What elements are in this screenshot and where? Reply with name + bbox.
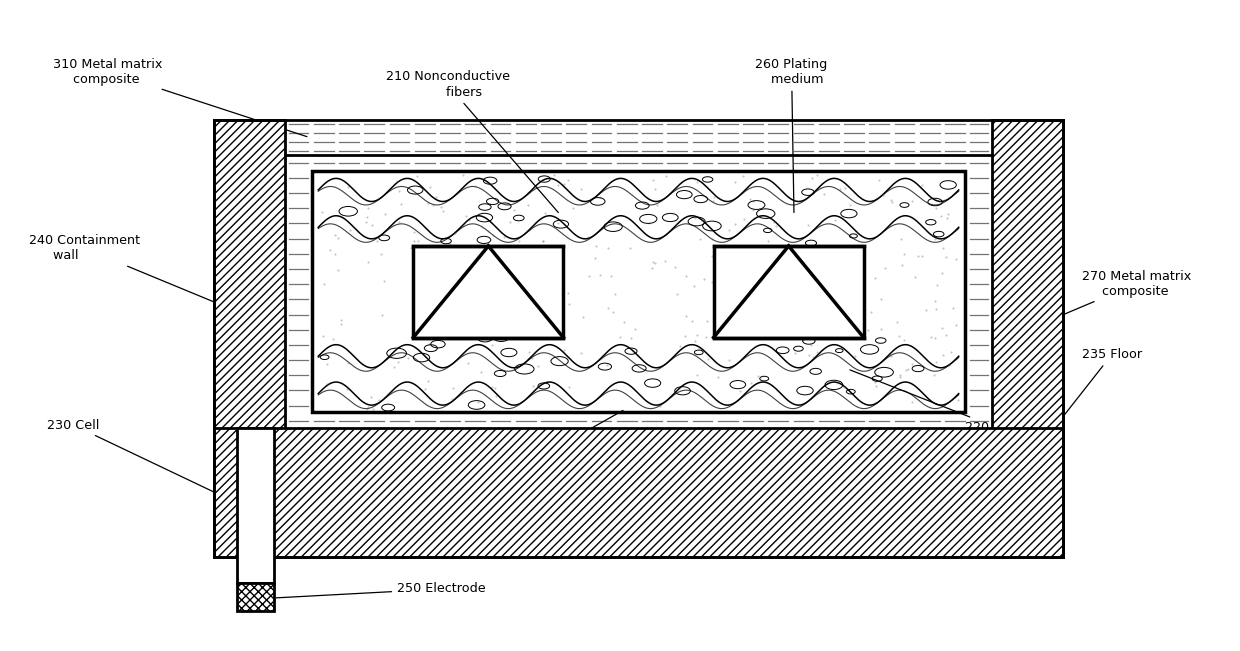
Text: 240 Containment
      wall: 240 Containment wall [29, 234, 247, 316]
Bar [713, 246, 864, 338]
Bar [237, 583, 274, 611]
Text: 230 Cell: 230 Cell [47, 419, 239, 505]
Bar [237, 428, 274, 583]
Bar [213, 120, 1064, 557]
Text: 270 Metal matrix
     composite: 270 Metal matrix composite [1030, 270, 1192, 329]
Text: 250 Electrode: 250 Electrode [264, 583, 486, 598]
Bar [413, 246, 563, 338]
Bar [285, 155, 992, 428]
Text: 220 Conductive
     material: 220 Conductive material [849, 370, 1065, 449]
Bar [312, 171, 965, 412]
Bar [213, 428, 1064, 557]
Bar [992, 120, 1064, 557]
Text: 320 Form: 320 Form [510, 410, 622, 464]
Text: 210 Nonconductive
        fibers: 210 Nonconductive fibers [386, 70, 558, 212]
Bar [312, 171, 965, 412]
Bar [285, 120, 992, 155]
Text: 260 Plating
    medium: 260 Plating medium [755, 58, 828, 212]
Text: 235 Floor: 235 Floor [1016, 348, 1142, 478]
Text: 310 Metal matrix
     composite: 310 Metal matrix composite [53, 58, 308, 137]
Bar [213, 120, 285, 557]
